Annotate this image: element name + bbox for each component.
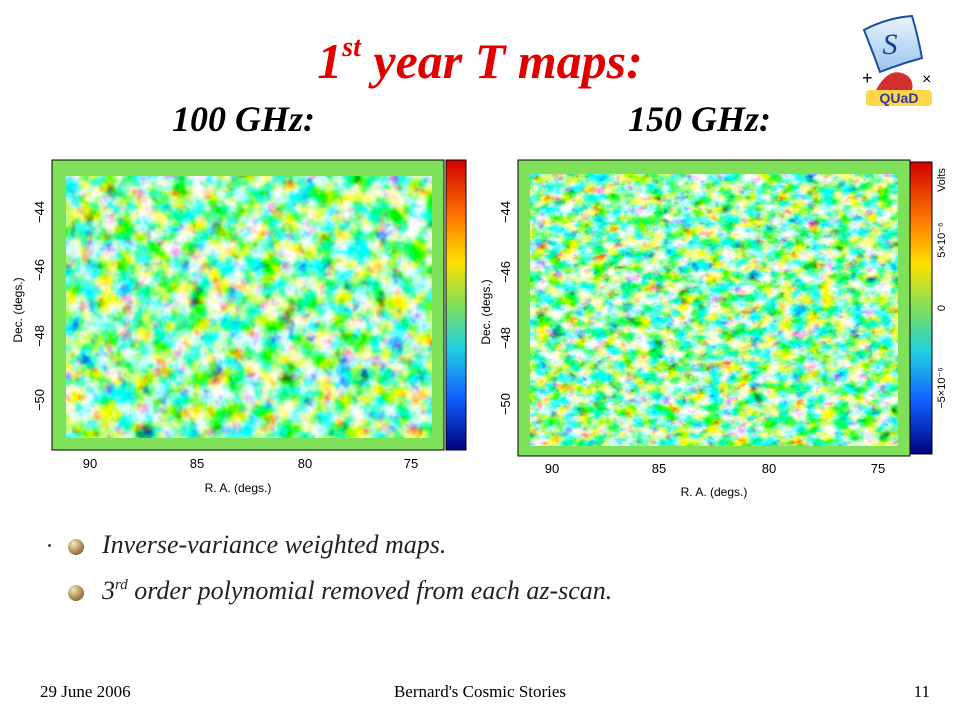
map-100ghz-xlabel: R. A. (degs.) [205,481,272,495]
map-150ghz-panel: Volts 5×10⁻⁶ 0 −5×10⁻⁶ −44 −46 −48 −50 D… [478,150,956,505]
map-100ghz-image [66,176,432,438]
logo-plus: + [862,68,873,88]
bullet-icon [68,585,84,601]
x-tick-label: 85 [652,461,666,476]
colorbar-tick: 0 [936,305,948,311]
map-150ghz-xlabel: R. A. (degs.) [681,485,748,499]
x-tick-label: 90 [83,456,97,471]
map-100ghz-y-ticks: −44 −46 −48 −50 [32,201,47,411]
colorbar-tick: 5×10⁻⁶ [936,222,948,257]
y-tick-label: −48 [498,327,513,349]
quad-logo: S + × QUaD [846,12,942,108]
bullet-item: Inverse-variance weighted maps. [102,530,447,559]
map-150ghz-ylabel: Dec. (degs.) [479,279,493,344]
map-100ghz-panel: −44 −46 −48 −50 Dec. (degs.) 90 85 80 75… [8,150,478,505]
x-tick-label: 75 [871,461,885,476]
logo-cross: × [922,71,931,88]
map-100ghz-ylabel: Dec. (degs.) [11,277,25,342]
colorbar-tick: −5×10⁻⁶ [936,367,948,409]
footer-title: Bernard's Cosmic Stories [393,682,567,701]
y-tick-label: −44 [32,201,47,223]
slide-title: 1st year T maps: [317,32,643,89]
x-tick-label: 75 [404,456,418,471]
y-tick-label: −48 [32,325,47,347]
y-tick-label: −50 [498,393,513,415]
map-150ghz-colorbar [909,161,933,455]
bullet-icon [68,539,84,555]
footer-page-number: 11 [913,682,930,701]
logo-name: QUaD [880,90,919,106]
x-tick-label: 90 [545,461,559,476]
footer-date: 29 June 2006 [40,682,131,701]
map-100ghz-colorbar [445,159,467,451]
map-100ghz-x-ticks: 90 85 80 75 [83,456,418,471]
y-tick-label: −46 [32,259,47,281]
map-150ghz-x-ticks: 90 85 80 75 [545,461,885,476]
x-tick-label: 85 [190,456,204,471]
x-tick-label: 80 [762,461,776,476]
y-tick-label: −46 [498,261,513,283]
y-tick-label: −50 [32,389,47,411]
map-150ghz-image [530,174,898,446]
colorbar-label: Volts [936,168,948,192]
y-tick-label: −44 [498,201,513,223]
stray-dot [48,544,51,547]
x-tick-label: 80 [298,456,312,471]
label-150ghz: 150 GHz: [628,99,771,139]
logo-letter: S [883,28,898,61]
bullet-item: 3rd order polynomial removed from each a… [102,576,613,605]
label-100ghz: 100 GHz: [172,99,315,139]
map-150ghz-y-ticks: −44 −46 −48 −50 [498,201,513,415]
